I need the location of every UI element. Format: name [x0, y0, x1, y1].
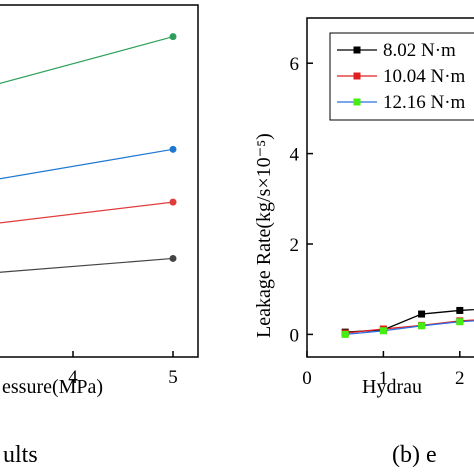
legend-items: 8.02 N·m 10.04 N·m 12.16 N·m [337, 40, 466, 113]
right-series-marker [418, 310, 426, 318]
legend-label: 8.02 N·m [383, 40, 456, 61]
right-series-line [345, 308, 474, 333]
legend-label: 12.16 N·m [383, 92, 466, 113]
right-x-axis-label: Hydrau [362, 376, 422, 398]
left-plot-frame [0, 4, 199, 358]
left-series-point [169, 33, 177, 41]
right-series-marker [456, 318, 464, 326]
legend-label: 10.04 N·m [383, 66, 466, 87]
right-series-group [341, 306, 474, 338]
right-y-axis-label: Leakage Rate(kg/s×10⁻⁵) [253, 133, 275, 338]
right-caption: (b) e [392, 442, 437, 468]
right-series-marker [418, 322, 426, 330]
right-series-line [345, 319, 474, 334]
left-x-tick-label: 4 [68, 367, 78, 388]
right-y-tick-label: 4 [290, 145, 300, 166]
left-x-axis-label: essure(MPa) [2, 376, 103, 398]
right-series-marker [341, 330, 349, 338]
left-series-point [169, 145, 177, 153]
left-series-line [0, 257, 174, 273]
right-plot-frame [306, 17, 474, 358]
right-x-tick-label: 1 [379, 368, 389, 389]
right-y-tick-label: 6 [290, 54, 300, 75]
left-series-point [169, 254, 177, 262]
left-series-point [169, 198, 177, 206]
right-y-tick-label: 0 [290, 325, 300, 346]
right-series-line [345, 320, 474, 336]
legend-marker [353, 98, 361, 106]
right-ticks: 0 1 2 0 2 4 6 [290, 54, 465, 389]
left-series-group [0, 33, 177, 273]
left-series-line [0, 148, 174, 180]
right-y-tick-label: 2 [290, 235, 300, 256]
left-series-line [0, 36, 174, 85]
left-x-tick-label: 5 [168, 367, 178, 388]
right-series-marker [379, 327, 387, 335]
right-x-tick-label: 2 [455, 368, 465, 389]
left-caption: ults [3, 442, 38, 468]
legend-marker [353, 72, 361, 80]
right-series-marker [456, 306, 464, 314]
left-series-line [0, 201, 174, 224]
right-x-tick-label: 0 [302, 368, 312, 389]
legend: 8.02 N·m 10.04 N·m 12.16 N·m [329, 32, 474, 121]
legend-marker [353, 46, 361, 54]
